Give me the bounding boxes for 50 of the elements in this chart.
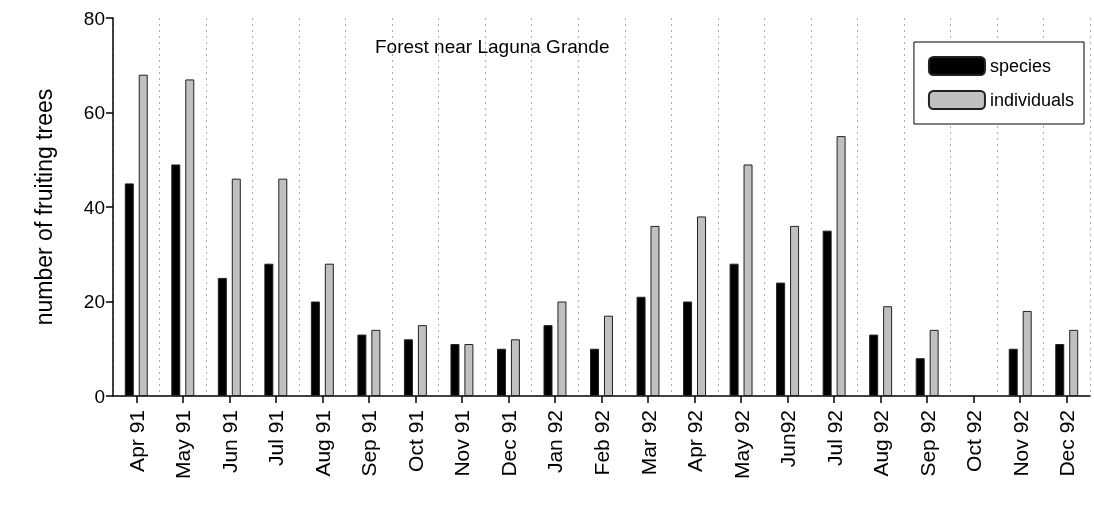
x-tick-label: Jan 92 — [543, 410, 567, 474]
x-tick-label: Mar 92 — [636, 410, 660, 476]
x-tick-label: Apr 92 — [683, 410, 707, 472]
bar — [790, 225, 800, 396]
bar — [371, 329, 381, 396]
x-tick-label: Oct 91 — [403, 410, 427, 472]
bar — [464, 344, 474, 396]
y-axis-title: number of fruiting trees — [30, 88, 57, 326]
bar — [417, 325, 427, 396]
x-tick-label: May 92 — [729, 410, 753, 479]
bar — [185, 79, 195, 396]
bar — [1069, 329, 1079, 396]
x-tick-label: Sep 91 — [357, 410, 381, 477]
bar — [231, 178, 241, 396]
bar — [324, 263, 334, 396]
y-tick-label: 40 — [83, 196, 105, 218]
x-tick-label: Dec 92 — [1055, 410, 1079, 477]
legend-label: individuals — [989, 90, 1075, 110]
x-tick-label: Dec 91 — [496, 410, 520, 477]
bar — [650, 225, 660, 396]
bar — [697, 216, 707, 396]
bar — [883, 306, 893, 396]
x-tick-label: Jul 92 — [822, 410, 846, 467]
y-tick-label: 60 — [83, 102, 105, 123]
x-tick-label: Jun 91 — [217, 410, 241, 474]
bar — [557, 301, 567, 396]
bar — [138, 74, 148, 396]
x-tick-label: Nov 92 — [1008, 410, 1032, 477]
bar — [836, 136, 846, 396]
bar — [510, 339, 520, 396]
x-tick-label: Nov 91 — [450, 410, 474, 477]
x-tick-label: Sep 92 — [915, 410, 939, 477]
x-tick-label: Feb 92 — [590, 410, 613, 476]
x-tick-label: Apr 91 — [124, 410, 148, 472]
text: Forest near Laguna Grande — [375, 36, 610, 57]
bar — [929, 329, 939, 396]
bar — [743, 164, 753, 396]
x-tick-label: Aug 92 — [869, 410, 893, 477]
y-tick-label: 80 — [83, 7, 105, 29]
legend-label: species — [989, 56, 1051, 76]
x-tick-label: Aug 91 — [310, 410, 334, 477]
bar — [1022, 310, 1032, 396]
x-tick-label: May 91 — [171, 410, 195, 479]
y-tick-label: 20 — [83, 291, 105, 312]
bar — [278, 178, 288, 396]
x-tick-label: Jul 91 — [264, 410, 288, 467]
bar — [603, 315, 613, 396]
x-tick-label: Jun92 — [776, 410, 800, 468]
x-tick-label: Oct 92 — [962, 410, 986, 472]
y-tick-label: 0 — [94, 385, 105, 407]
